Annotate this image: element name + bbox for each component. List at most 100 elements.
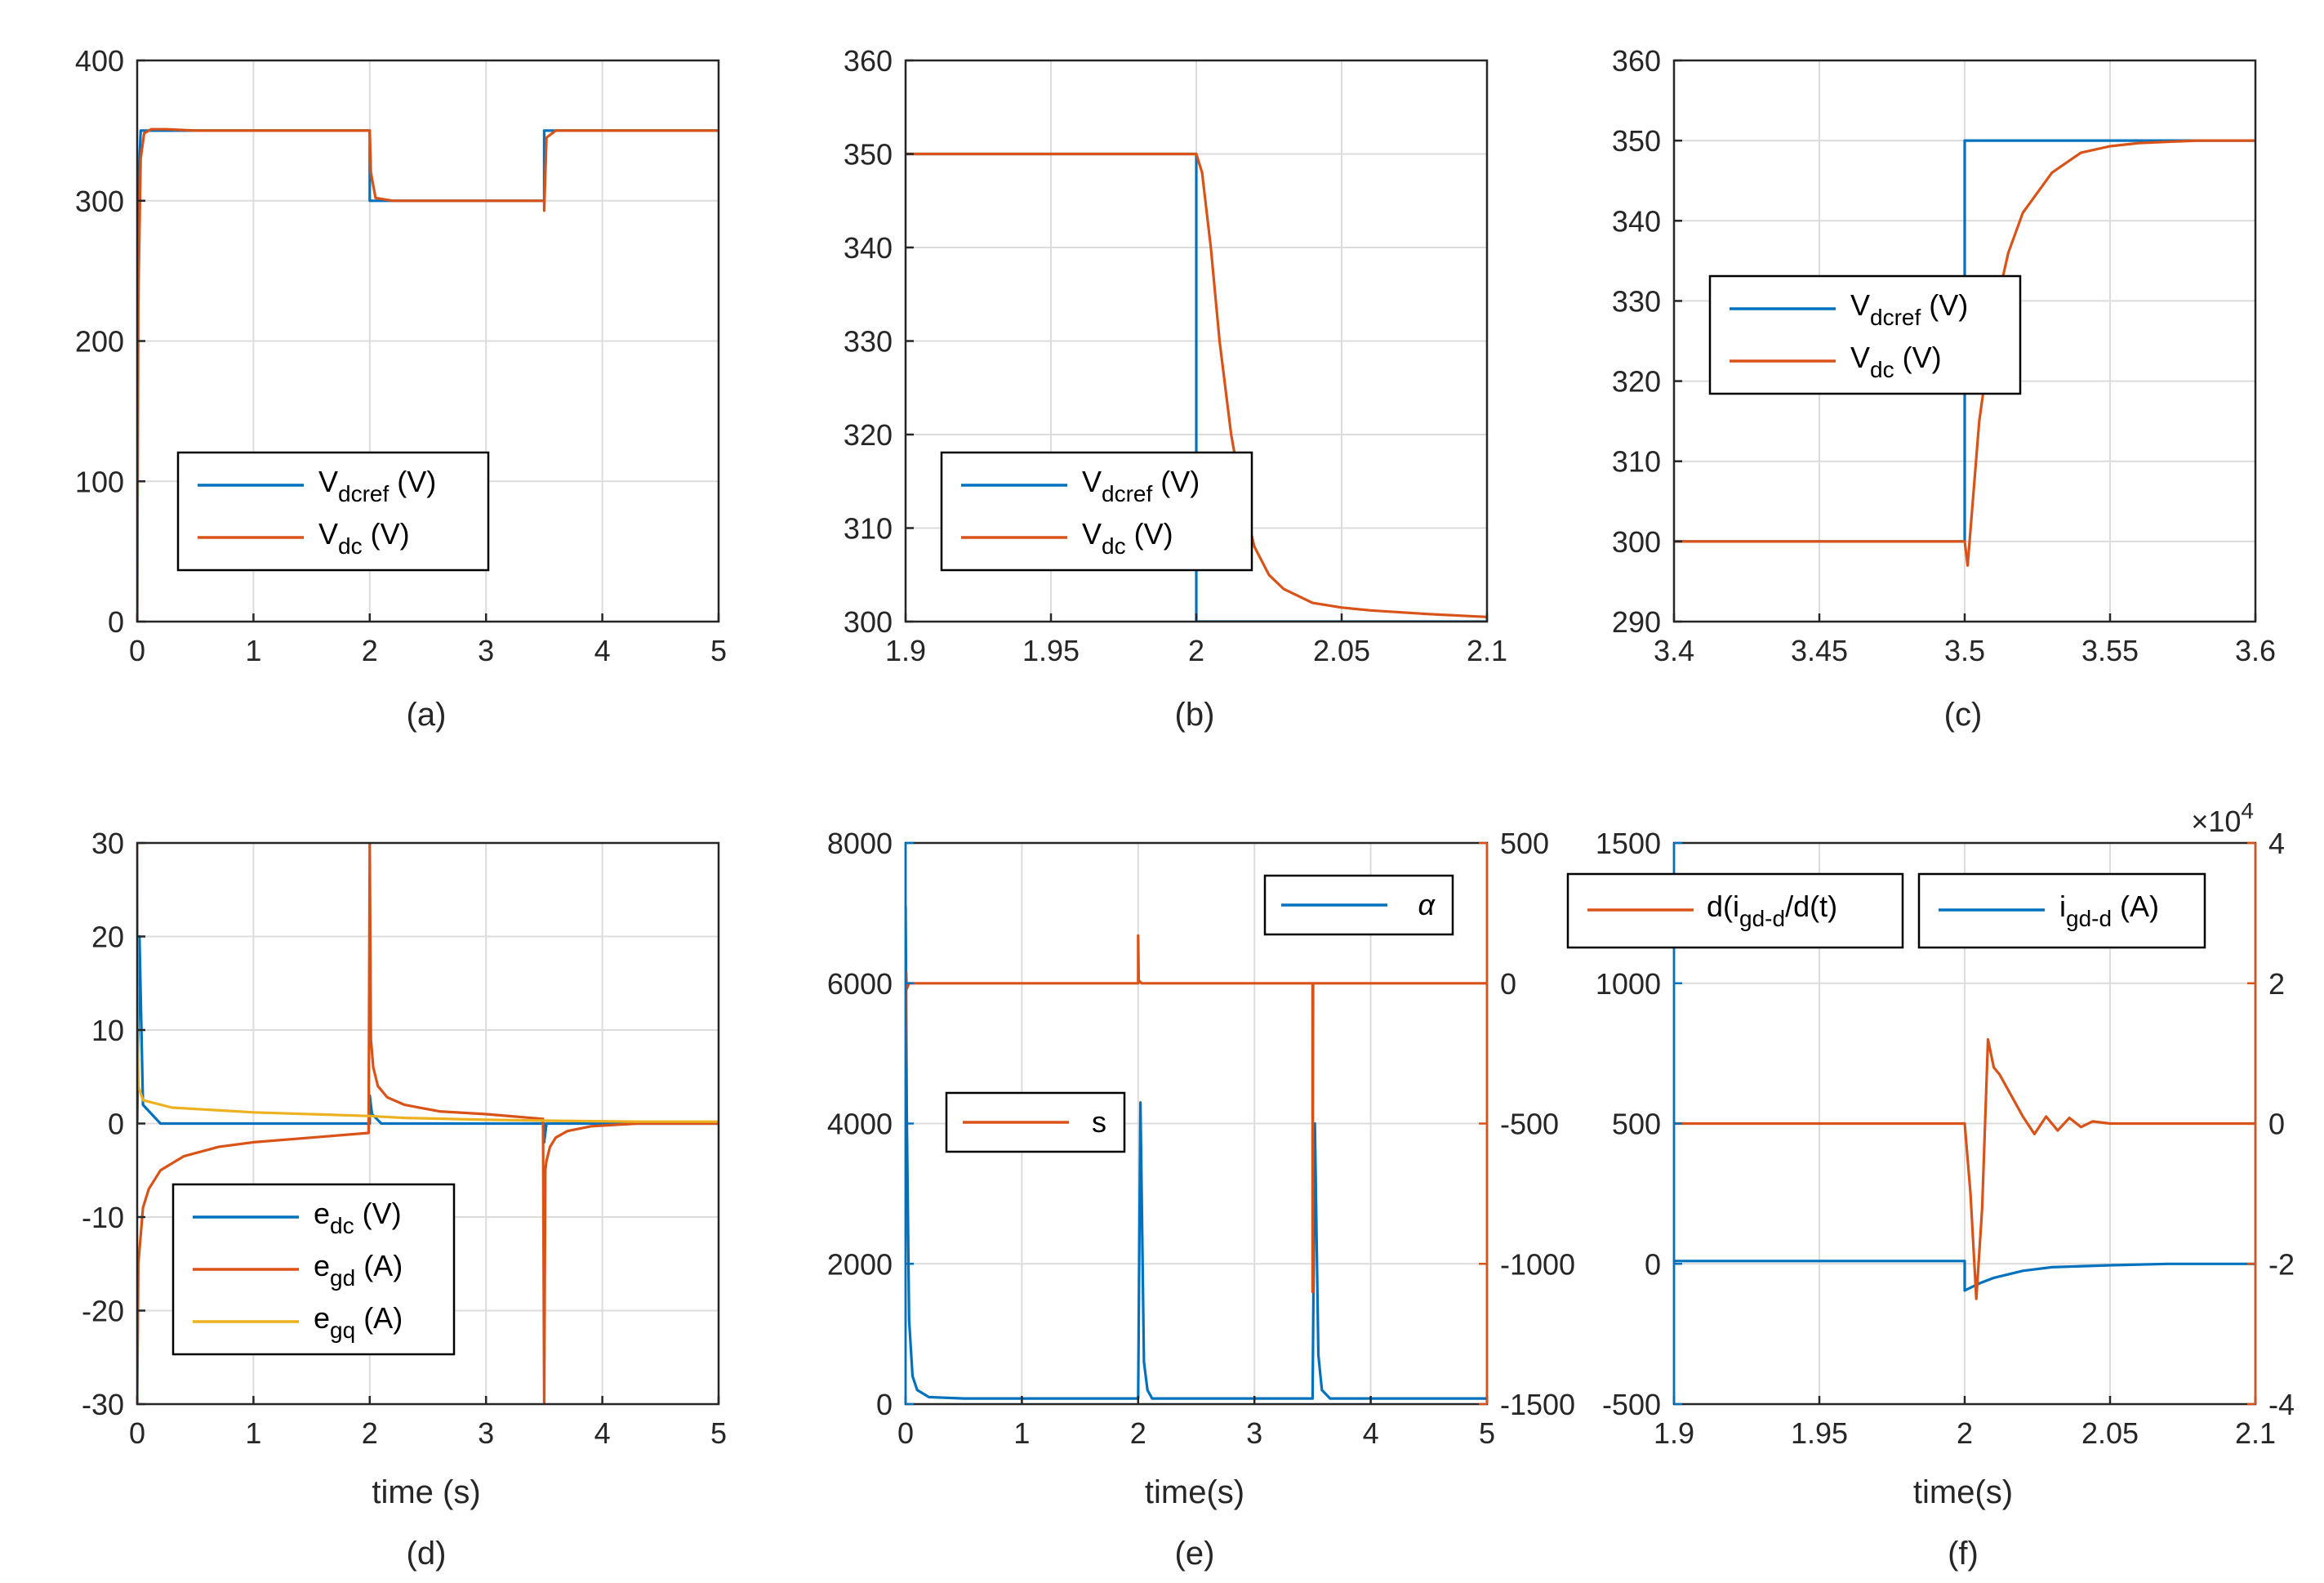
legend-label-b-1: Vdc (V) [1082,517,1173,559]
ytick-label-d-0: -30 [82,1388,124,1421]
caption-d: (d) [407,1536,447,1572]
ytick-label-b-0: 300 [844,605,893,639]
ytick-label-b-6: 360 [844,44,893,78]
y2tick-label-e-0: -1500 [1500,1388,1575,1421]
legend-label-e-s: s [1092,1105,1106,1139]
legend-label-d-2: egq (A) [314,1301,403,1343]
xtick-label-e-5: 5 [1479,1416,1495,1450]
ytick-label-a-4: 400 [75,44,124,78]
caption-b: (b) [1175,697,1215,733]
xtick-label-b-4: 2.1 [1467,634,1507,667]
ytick-label-e-3: 6000 [827,967,893,1001]
legend-label-f-deriv: d(igd-d/d(t) [1707,890,1837,931]
legend-label-d-0: edc (V) [314,1197,402,1238]
xlabel-d: time (s) [372,1474,480,1510]
ytick-label-f-2: 500 [1612,1108,1661,1141]
ytick-label-d-6: 30 [91,827,124,860]
xlabel-f: time(s) [1913,1474,2013,1510]
series-line-d-0 [137,934,719,1144]
series-line-f-0 [1674,1260,2255,1292]
xtick-label-c-1: 3.45 [1791,634,1848,667]
series-line-d-1 [137,843,719,1404]
legend-label-a-0: Vdcref (V) [318,465,436,506]
caption-a: (a) [407,697,447,733]
xtick-label-e-0: 0 [897,1416,914,1450]
series-line-e-0 [906,906,1487,1400]
y2-multiplier-f: ×104 [2191,798,2254,838]
y2tick-label-f-4: 4 [2268,827,2285,860]
ytick-label-f-3: 1000 [1596,967,1661,1001]
xtick-label-f-4: 2.1 [2235,1416,2276,1450]
ytick-label-a-2: 200 [75,325,124,359]
ytick-label-d-3: 0 [108,1108,124,1141]
xtick-label-a-0: 0 [129,634,145,667]
ytick-label-d-5: 20 [91,921,124,954]
xtick-label-c-2: 3.5 [1944,634,1985,667]
caption-e: (e) [1175,1536,1215,1572]
xtick-label-e-3: 3 [1246,1416,1262,1450]
caption-f: (f) [1948,1536,1979,1572]
ytick-label-f-1: 0 [1645,1247,1661,1281]
xtick-label-d-0: 0 [129,1416,145,1450]
ytick-label-c-1: 300 [1612,525,1661,559]
xtick-label-e-2: 2 [1130,1416,1146,1450]
panel-e: time(s) (e) 0 1 2 3 4 5 0 2000 4000 6000 8000 -1500… [827,827,1575,1572]
series-line-f-1 [1674,1037,2255,1300]
legend-label-f-current: igd-d (A) [2059,890,2159,931]
ytick-label-c-6: 350 [1612,124,1661,158]
xtick-label-b-2: 2 [1188,634,1204,667]
legend-label-c-0: Vdcref (V) [1850,288,1968,330]
legend-box-b [940,451,1253,572]
xtick-label-b-1: 1.95 [1022,634,1080,667]
xtick-label-b-3: 2.05 [1313,634,1370,667]
y2tick-label-f-2: 0 [2268,1108,2285,1141]
legend-label-d-1: egd (A) [314,1249,403,1291]
caption-c: (c) [1944,697,1983,733]
xtick-label-a-3: 3 [478,634,494,667]
ytick-label-b-3: 330 [844,325,893,359]
xtick-label-e-4: 4 [1363,1416,1379,1450]
ytick-label-c-0: 290 [1612,605,1661,639]
xtick-label-a-5: 5 [710,634,727,667]
y2tick-label-e-4: 500 [1500,827,1549,860]
panel-c: (c) 3.4 3.45 3.5 3.55 3.6 290 300 310 320 330 340 3… [1612,44,2276,733]
y2tick-label-e-3: 0 [1500,967,1516,1001]
xtick-label-c-4: 3.6 [2235,634,2276,667]
xtick-label-f-0: 1.9 [1654,1416,1694,1450]
xtick-label-c-0: 3.4 [1654,634,1694,667]
xtick-label-d-3: 3 [478,1416,494,1450]
y2tick-label-f-1: -2 [2268,1247,2295,1281]
ytick-label-a-3: 300 [75,185,124,218]
xtick-label-f-1: 1.95 [1791,1416,1848,1450]
ytick-label-c-3: 320 [1612,365,1661,399]
ytick-label-e-4: 8000 [827,827,893,860]
series-line-e-1 [906,934,1487,1294]
ytick-label-e-0: 0 [876,1388,893,1421]
legend-label-a-1: Vdc (V) [318,517,410,559]
panel-a: (a) 0 1 2 3 4 5 0 100 200 300 400 Vdcref (V) Vdc (V) [75,44,727,733]
series-line-a-1 [137,127,719,622]
xtick-label-c-3: 3.55 [2081,634,2139,667]
legend-label-c-1: Vdc (V) [1850,341,1942,382]
ytick-label-c-4: 330 [1612,284,1661,318]
xtick-label-d-4: 4 [594,1416,611,1450]
ytick-label-f-4: 1500 [1596,827,1661,860]
series-line-c-1 [1674,139,2255,567]
y2tick-label-f-3: 2 [2268,967,2285,1001]
ytick-label-b-1: 310 [844,512,893,546]
y2tick-label-e-1: -1000 [1500,1247,1575,1281]
xtick-label-b-0: 1.9 [885,634,926,667]
series-line-d-2 [137,843,719,1123]
ytick-label-c-5: 340 [1612,204,1661,238]
ytick-label-d-1: -20 [82,1295,124,1328]
xtick-label-d-2: 2 [362,1416,378,1450]
legend-box-a [176,451,490,572]
ytick-label-a-1: 100 [75,465,124,498]
xtick-label-d-5: 5 [710,1416,727,1450]
panel-b: (b) 1.9 1.95 2 2.05 2.1 300 310 320 330 340 350 360… [844,44,1507,733]
xtick-label-a-1: 1 [245,634,261,667]
y2tick-label-e-2: -500 [1500,1108,1559,1141]
ytick-label-a-0: 0 [108,605,124,639]
y2tick-label-f-0: -4 [2268,1388,2295,1421]
